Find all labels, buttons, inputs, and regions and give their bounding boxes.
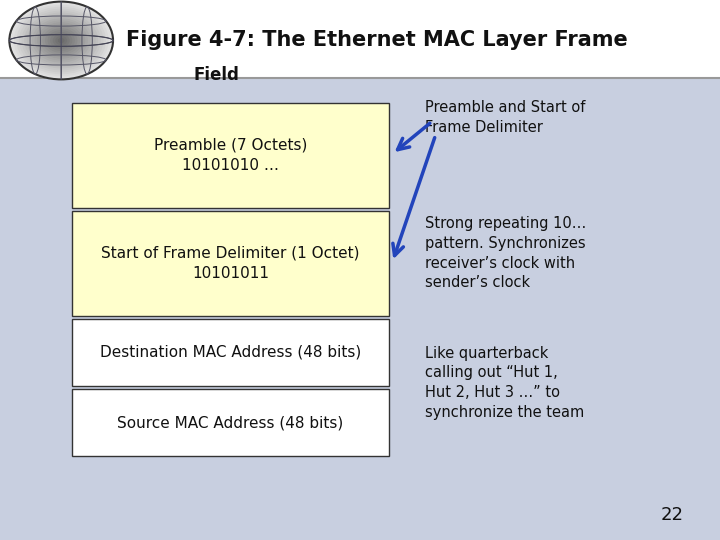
Circle shape: [43, 27, 79, 54]
Text: Source MAC Address (48 bits): Source MAC Address (48 bits): [117, 415, 343, 430]
Circle shape: [17, 8, 105, 73]
Text: Strong repeating 10…
pattern. Synchronizes
receiver’s clock with
sender’s clock: Strong repeating 10… pattern. Synchroniz…: [425, 216, 586, 291]
Circle shape: [30, 17, 92, 64]
Circle shape: [51, 33, 71, 48]
Circle shape: [32, 19, 90, 62]
Circle shape: [27, 15, 95, 66]
Text: Like quarterback
calling out “Hut 1,
Hut 2, Hut 3 …” to
synchronize the team: Like quarterback calling out “Hut 1, Hut…: [425, 346, 584, 420]
Text: Start of Frame Delimiter (1 Octet)
10101011: Start of Frame Delimiter (1 Octet) 10101…: [101, 246, 360, 281]
Text: Preamble and Start of
Frame Delimiter: Preamble and Start of Frame Delimiter: [425, 100, 585, 134]
Circle shape: [38, 23, 84, 58]
Bar: [72, 319, 389, 386]
Circle shape: [19, 9, 103, 72]
Circle shape: [9, 2, 113, 79]
Circle shape: [35, 21, 87, 60]
Circle shape: [58, 38, 64, 43]
Circle shape: [22, 11, 100, 70]
Circle shape: [25, 14, 97, 68]
Text: Figure 4-7: The Ethernet MAC Layer Frame: Figure 4-7: The Ethernet MAC Layer Frame: [126, 30, 628, 51]
Bar: [0, 0, 720, 78]
Circle shape: [56, 37, 66, 44]
Circle shape: [53, 35, 69, 46]
Circle shape: [48, 31, 74, 50]
Text: Preamble (7 Octets)
10101010 …: Preamble (7 Octets) 10101010 …: [153, 138, 307, 173]
Bar: [72, 103, 389, 208]
Circle shape: [12, 4, 110, 77]
Text: 22: 22: [661, 506, 684, 524]
Circle shape: [14, 5, 108, 76]
Circle shape: [45, 29, 77, 52]
Text: Destination MAC Address (48 bits): Destination MAC Address (48 bits): [100, 345, 361, 360]
Text: Field: Field: [193, 66, 239, 84]
Bar: [72, 389, 389, 456]
Bar: [72, 211, 389, 316]
Circle shape: [40, 25, 82, 56]
